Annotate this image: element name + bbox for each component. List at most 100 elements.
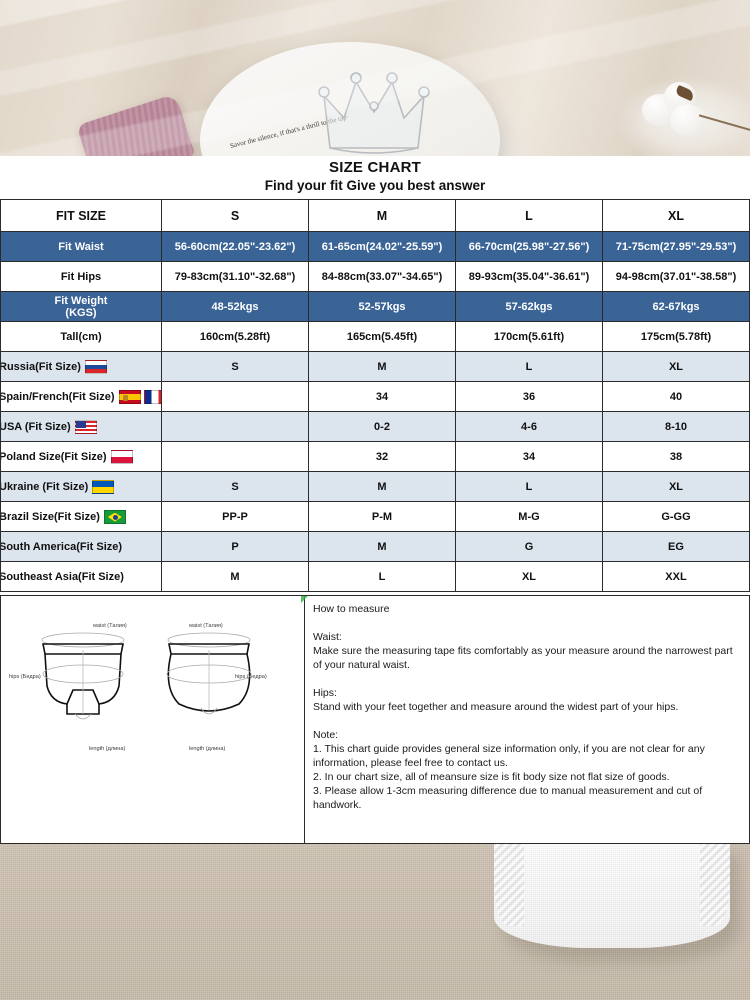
row-label: Tall(cm) — [0, 321, 162, 352]
table-cell: 165cm(5.45ft) — [308, 321, 456, 352]
table-cell: 38 — [602, 441, 750, 472]
column-header-l: L — [455, 199, 603, 232]
table-cell: 8-10 — [602, 411, 750, 442]
table-cell: 94-98cm(37.01"-38.58") — [602, 261, 750, 292]
how-to-measure-panel: How to measure Waist: Make sure the meas… — [305, 595, 750, 844]
table-cell: 175cm(5.78ft) — [602, 321, 750, 352]
table-cell: 62-67kgs — [602, 291, 750, 322]
table-cell: 4-6 — [455, 411, 603, 442]
table-row: Brazil Size(Fit Size) PP-P P-M M-G G-GG — [0, 501, 750, 532]
flag-group — [103, 509, 126, 524]
row-label-text: Brazil Size(Fit Size) — [0, 510, 100, 523]
flag-fr-icon — [143, 389, 161, 404]
table-row: Fit Weight (KGS) 48-52kgs 52-57kgs 57-62kgs 6… — [0, 291, 750, 322]
table-cell: XL — [455, 561, 603, 592]
table-cell: M — [308, 471, 456, 502]
table-row: Southeast Asia(Fit Size) M L XL XXL — [0, 561, 750, 592]
row-label-text: Ukraine (Fit Size) — [0, 480, 89, 493]
flag-us-icon — [74, 419, 97, 434]
flag-br-icon — [103, 509, 126, 524]
table-cell: 40 — [602, 381, 750, 412]
table-cell: 34 — [455, 441, 603, 472]
table-cell: P — [161, 531, 309, 562]
column-header-xl: XL — [602, 199, 750, 232]
table-cell: S — [161, 471, 309, 502]
table-cell: 89-93cm(35.04"-36.61") — [455, 261, 603, 292]
table-row: Ukraine (Fit Size) S M L XL — [0, 471, 750, 502]
table-cell: PP-P — [161, 501, 309, 532]
flag-group — [74, 419, 97, 434]
diagram-front-length-label: length (длина) — [89, 746, 126, 752]
row-label: Spain/French(Fit Size) — [0, 381, 162, 412]
table-cell: L — [455, 471, 603, 502]
table-cell: 0-2 — [308, 411, 456, 442]
bottom-product-photo — [0, 844, 750, 1000]
glass-crown-icon — [318, 72, 430, 154]
diagram-back-hips-label: hips (Бедра) — [235, 674, 267, 680]
row-label: Fit Weight (KGS) — [0, 291, 162, 322]
flag-group — [118, 389, 161, 404]
row-label: Ukraine (Fit Size) — [0, 471, 162, 502]
table-header-row: FIT SIZE S M L XL — [0, 199, 750, 232]
table-cell: 84-88cm(33.07"-34.65") — [308, 261, 456, 292]
table-cell — [161, 381, 309, 412]
table-cell: P-M — [308, 501, 456, 532]
table-cell: G — [455, 531, 603, 562]
table-cell: XXL — [602, 561, 750, 592]
diagram-back-length-label: length (длина) — [189, 746, 226, 752]
row-label-text: Southeast Asia(Fit Size) — [0, 570, 124, 583]
row-label-text: Spain/French(Fit Size) — [0, 390, 115, 403]
diagram-back-waist-label: waist (Талия) — [189, 623, 223, 629]
row-label: Fit Hips — [0, 261, 162, 292]
flag-pl-icon — [110, 449, 133, 464]
row-label: Fit Waist — [0, 231, 162, 262]
page-subtitle: Find your fit Give you best answer — [264, 178, 486, 193]
table-cell: 52-57kgs — [308, 291, 456, 322]
pink-garment-prop — [76, 93, 196, 156]
table-cell: L — [308, 561, 456, 592]
table-cell: 48-52kgs — [161, 291, 309, 322]
table-cell: 66-70cm(25.98"-27.56") — [455, 231, 603, 262]
table-cell: G-GG — [602, 501, 750, 532]
card-quote-text: Savor the silence, if that's a thrill to… — [229, 112, 350, 151]
flag-group — [110, 449, 133, 464]
table-cell: 160cm(5.28ft) — [161, 321, 309, 352]
table-row: Spain/French(Fit Size) 34 36 40 — [0, 381, 750, 412]
table-cell — [161, 411, 309, 442]
table-row: USA (Fit Size) 0-2 4-6 8-10 — [0, 411, 750, 442]
table-cell: M — [308, 531, 456, 562]
flag-ru-icon — [84, 359, 107, 374]
white-card-prop — [200, 42, 500, 156]
panty-measure-diagram — [41, 632, 252, 720]
table-cell: M-G — [455, 501, 603, 532]
table-cell: 32 — [308, 441, 456, 472]
row-label: Southeast Asia(Fit Size) — [0, 561, 162, 592]
table-row: Russia(Fit Size) S M L XL — [0, 351, 750, 382]
table-cell: 34 — [308, 381, 456, 412]
table-cell: 36 — [455, 381, 603, 412]
white-lace-panty-prop — [494, 844, 730, 948]
flag-group — [92, 479, 115, 494]
table-cell: 170cm(5.61ft) — [455, 321, 603, 352]
table-row: South America(Fit Size) P M G EG — [0, 531, 750, 562]
table-cell — [161, 441, 309, 472]
measurement-diagram-panel: waist (Талия) hips (Бедра) length (длина… — [0, 595, 308, 844]
chart-sheet: SIZE CHART Find your fit Give you best a… — [0, 156, 750, 844]
row-label: Brazil Size(Fit Size) — [0, 501, 162, 532]
table-cell: XL — [602, 351, 750, 382]
diagram-front-waist-label: waist (Талия) — [93, 623, 127, 629]
top-product-photo: Savor the silence, if that's a thrill to… — [0, 0, 750, 156]
table-cell: 57-62kgs — [455, 291, 603, 322]
table-body: Fit Waist 56-60cm(22.05"-23.62") 61-65cm(2… — [0, 231, 750, 592]
cotton-boll-prop — [640, 78, 750, 140]
bottom-panels: waist (Талия) hips (Бедра) length (длина… — [0, 595, 750, 844]
table-row: Fit Waist 56-60cm(22.05"-23.62") 61-65cm(2… — [0, 231, 750, 262]
table-cell: 61-65cm(24.02"-25.59") — [308, 231, 456, 262]
page-title: SIZE CHART — [329, 159, 421, 176]
row-label-text: USA (Fit Size) — [0, 420, 71, 433]
table-cell: 71-75cm(27.95"-29.53") — [602, 231, 750, 262]
size-table: FIT SIZE S M L XL Fit Waist 56-60cm(22.05… — [0, 199, 750, 592]
row-label-text: Poland Size(Fit Size) — [0, 450, 107, 463]
table-cell: S — [161, 351, 309, 382]
